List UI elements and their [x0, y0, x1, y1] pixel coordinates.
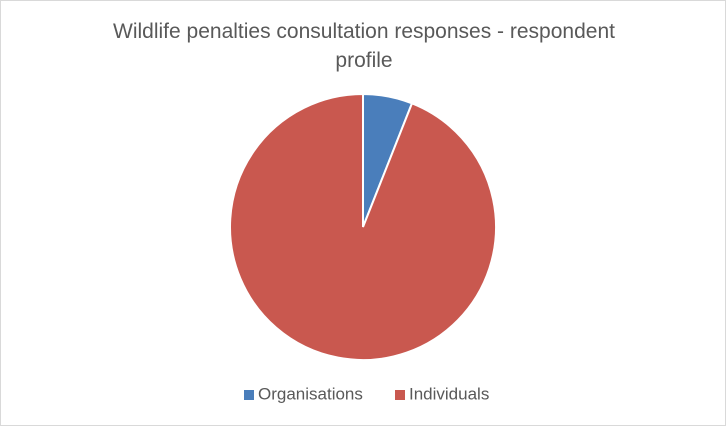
legend-label: Individuals: [409, 384, 489, 403]
pie-slice: [229, 92, 497, 361]
legend-label: Organisations: [258, 384, 363, 403]
chart-title: Wildlife penalties consultation response…: [113, 20, 615, 72]
legend-swatch: [395, 390, 405, 400]
legend-swatch: [244, 390, 254, 400]
